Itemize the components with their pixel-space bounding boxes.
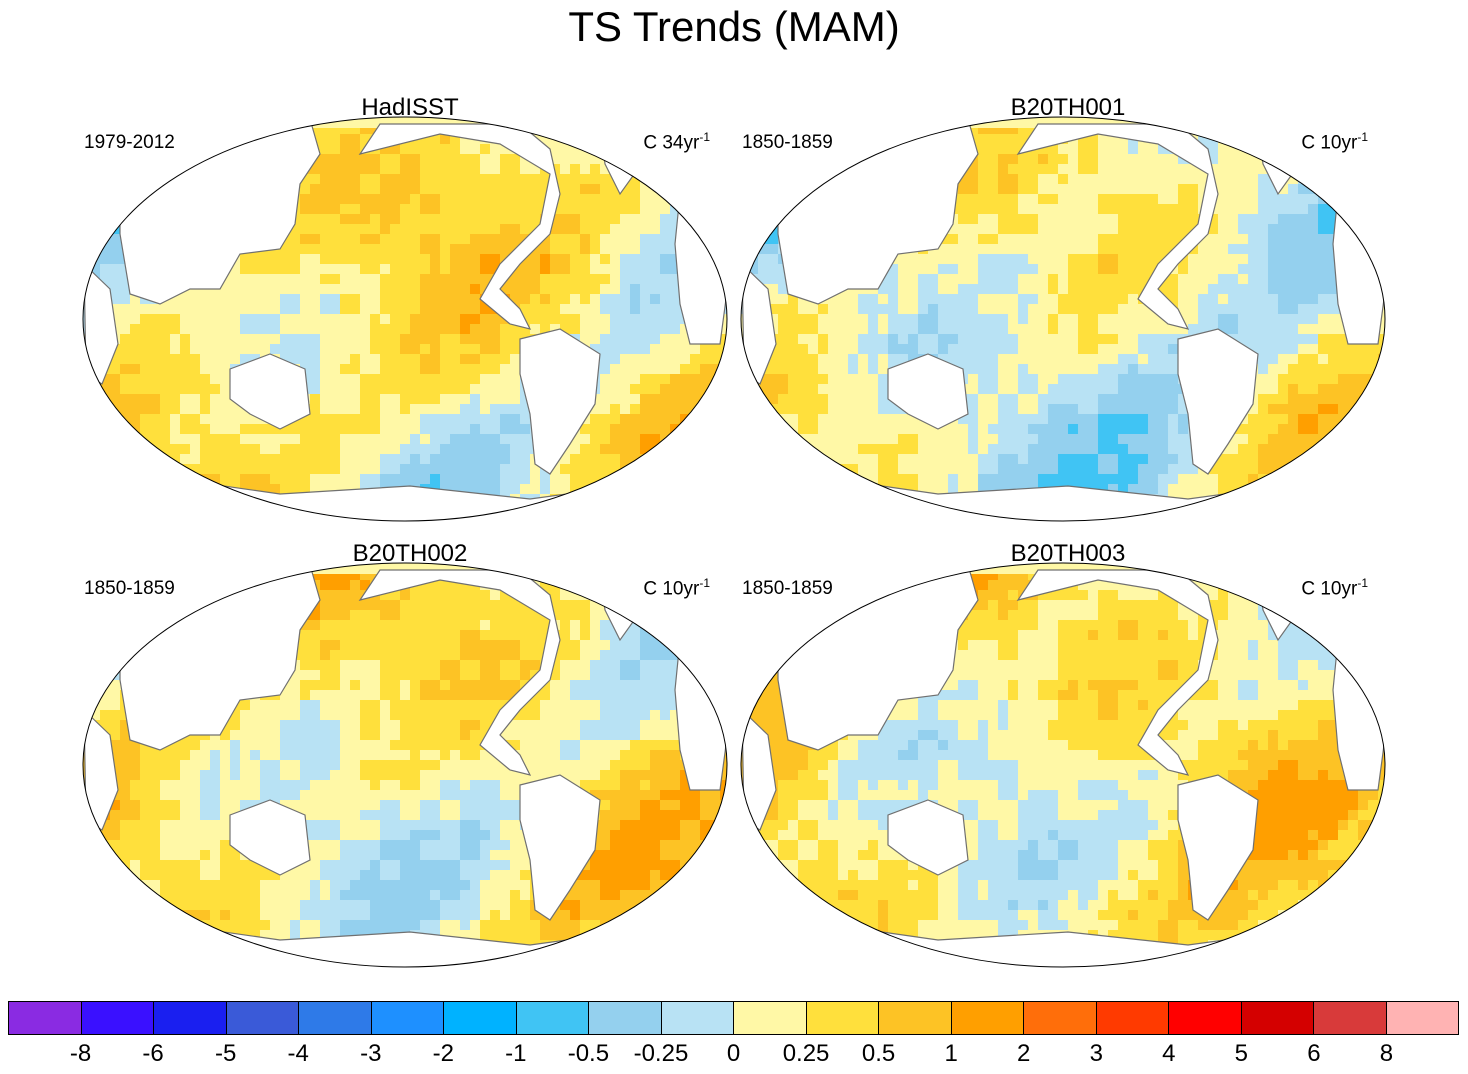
landmass xyxy=(1016,569,1219,776)
colorbar-tick-label: 0.25 xyxy=(782,1040,830,1067)
panel-title: B20TH002 xyxy=(352,540,468,567)
period-label: 1850-1859 xyxy=(742,578,833,599)
colorbar-tick-label: 3 xyxy=(1089,1040,1103,1067)
colorbar-tick-label: 4 xyxy=(1162,1040,1176,1067)
map-border xyxy=(82,116,728,522)
map-panel-b20th001: B20TH001 1850-1859 C 10yr-1 xyxy=(738,94,1398,534)
units-label: C 10yr-1 xyxy=(1301,576,1368,600)
panel-title: HadISST xyxy=(361,94,459,121)
map-panel-b20th002: B20TH002 1850-1859 C 10yr-1 xyxy=(80,540,740,980)
map-border xyxy=(740,562,1386,968)
world-map xyxy=(740,562,1386,968)
colorbar-tick-label: -0.5 xyxy=(567,1040,610,1067)
landmass xyxy=(887,799,969,876)
colorbar-tick-label: 0 xyxy=(726,1040,741,1067)
units-label: C 10yr-1 xyxy=(643,576,710,600)
colorbar-tick-label: -6 xyxy=(142,1040,164,1067)
landmass xyxy=(229,799,311,876)
colorbar-tick-label: 5 xyxy=(1234,1040,1249,1067)
colorbar-box xyxy=(1169,1002,1242,1034)
colorbar-tick-label: -8 xyxy=(69,1040,92,1067)
map-panel-hadisst: HadISST 1979-2012 C 34yr-1 xyxy=(80,94,740,534)
panel-title: B20TH001 xyxy=(1010,94,1126,121)
period-label: 1850-1859 xyxy=(742,132,833,153)
colorbar-tick-label: -2 xyxy=(432,1040,454,1067)
landmass xyxy=(519,328,601,475)
units-label: C 34yr-1 xyxy=(643,130,710,154)
colorbar-box xyxy=(734,1002,807,1034)
colorbar-box xyxy=(1241,1002,1314,1034)
colorbar-tick-label: -0.25 xyxy=(633,1040,689,1067)
map-border xyxy=(82,562,728,968)
colorbar-box xyxy=(1314,1002,1387,1034)
world-map xyxy=(82,116,728,522)
colorbar-box xyxy=(81,1002,154,1034)
world-map xyxy=(740,116,1386,522)
colorbar-box xyxy=(1024,1002,1097,1034)
landmass xyxy=(1177,774,1259,921)
world-map xyxy=(82,562,728,968)
colorbar-box xyxy=(661,1002,734,1034)
colorbar-box xyxy=(589,1002,662,1034)
colorbar-tick-label: 8 xyxy=(1379,1040,1394,1067)
units-label: C 10yr-1 xyxy=(1301,130,1368,154)
colorbar-box xyxy=(879,1002,952,1034)
landmass xyxy=(358,123,561,330)
landmass xyxy=(1016,123,1219,330)
colorbar-box xyxy=(806,1002,879,1034)
landmass xyxy=(519,774,601,921)
map-panel-b20th003: B20TH003 1850-1859 C 10yr-1 xyxy=(738,540,1398,980)
period-label: 1850-1859 xyxy=(84,578,175,599)
colorbar-box xyxy=(371,1002,444,1034)
landmass xyxy=(1177,328,1259,475)
landmass xyxy=(358,569,561,776)
figure-title: TS Trends (MAM) xyxy=(568,3,900,50)
colorbar-tick-label: -1 xyxy=(505,1040,527,1067)
colorbar-tick-label: 6 xyxy=(1307,1040,1321,1067)
panel-title: B20TH003 xyxy=(1010,540,1126,567)
colorbar-box xyxy=(1386,1002,1458,1034)
colorbar-tick-label: 1 xyxy=(944,1040,958,1067)
colorbar-box xyxy=(226,1002,299,1034)
map-border xyxy=(740,116,1386,522)
colorbar xyxy=(8,1001,1459,1035)
colorbar-tick-label: -3 xyxy=(360,1040,382,1067)
colorbar-tick-label: 0.5 xyxy=(861,1040,896,1067)
landmass xyxy=(229,353,311,430)
colorbar-box xyxy=(9,1002,82,1034)
colorbar-box xyxy=(444,1002,517,1034)
colorbar-tick-label: -4 xyxy=(287,1040,309,1067)
landmass xyxy=(887,353,969,430)
period-label: 1979-2012 xyxy=(84,132,175,153)
colorbar-box xyxy=(516,1002,589,1034)
colorbar-box xyxy=(1096,1002,1169,1034)
colorbar-tick-label: -5 xyxy=(214,1040,237,1067)
colorbar-tick-label: 2 xyxy=(1017,1040,1031,1067)
colorbar-box xyxy=(299,1002,372,1034)
colorbar-box xyxy=(951,1002,1024,1034)
colorbar-box xyxy=(154,1002,227,1034)
